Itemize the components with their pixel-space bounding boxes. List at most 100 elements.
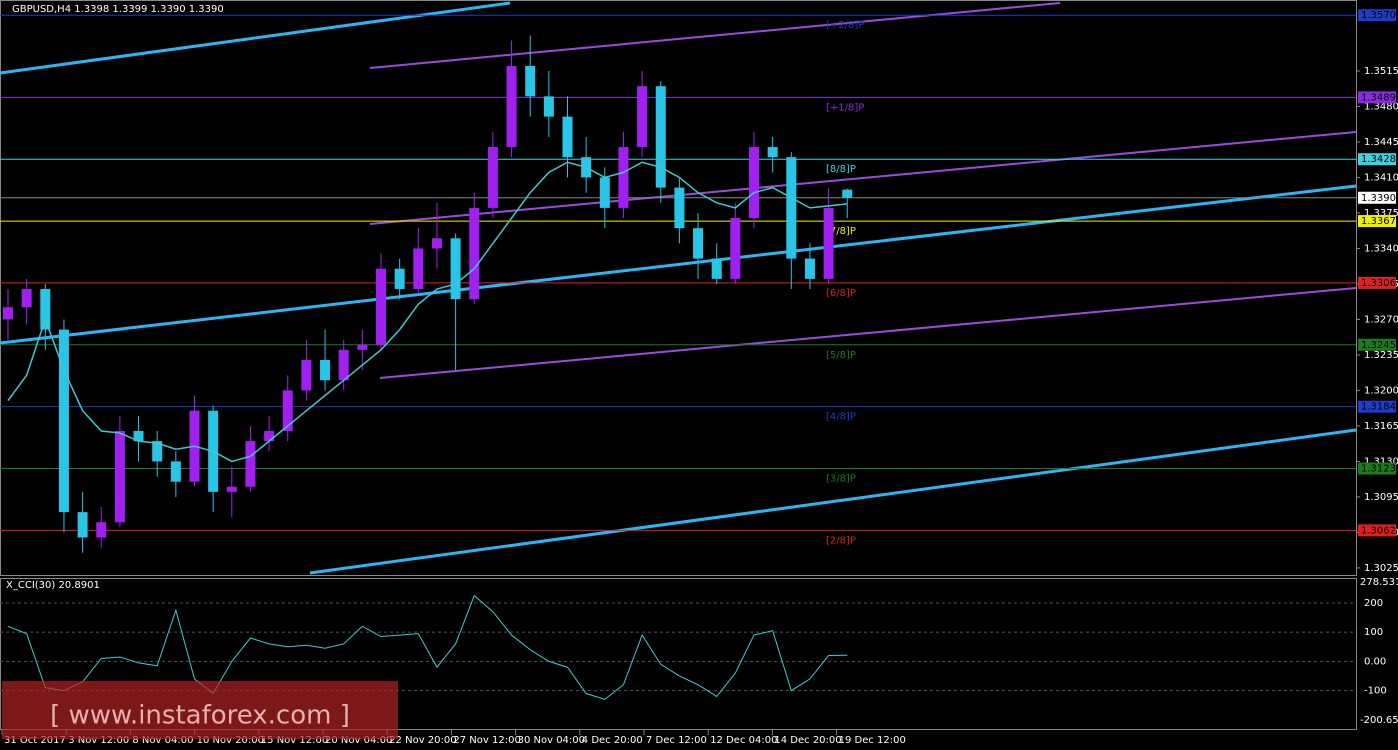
y-tick-label: 0.00: [1364, 656, 1386, 667]
candle-body: [562, 116, 573, 158]
price-box-label: 1.3489: [1361, 92, 1396, 103]
x-tick-label: 7 Dec 12:00: [646, 735, 707, 746]
trend-channel: [0, 1, 1357, 575]
candle-body: [487, 147, 498, 208]
candle-body: [40, 289, 51, 330]
candle-body: [655, 86, 666, 188]
candle-body: [21, 289, 32, 308]
candle-body: [320, 360, 331, 381]
y-tick-label: 100: [1364, 627, 1383, 638]
price-box: [1358, 338, 1396, 351]
y-tick-label: 1.3200: [1364, 385, 1398, 396]
x-tick-label: 22 Nov 20:00: [389, 735, 456, 746]
candle-body: [77, 512, 88, 538]
candle-body: [469, 207, 480, 300]
price-box: [1358, 191, 1396, 204]
candle-body: [804, 258, 815, 279]
x-tick-label: 20 Nov 04:00: [325, 735, 392, 746]
price-box: [1358, 462, 1396, 475]
trend-line: [0, 184, 1357, 345]
level-tag: [+2/8]P: [826, 20, 864, 31]
x-tick-label: 10 Nov 20:00: [197, 735, 264, 746]
candle-body: [749, 147, 759, 219]
y-tick-label: 1.3480: [1364, 101, 1398, 112]
candle-body: [357, 344, 368, 350]
price-box: [1358, 276, 1396, 289]
x-tick-label: 3 Nov 12:00: [68, 735, 129, 746]
trend-line: [369, 2, 1061, 69]
candle-body: [637, 86, 648, 148]
y-tick-label: 1.3445: [1364, 137, 1398, 148]
level-tag: [+1/8]P: [826, 102, 864, 113]
x-tick-label: 19 Dec 12:00: [839, 735, 906, 746]
level-tag: [8/8]P: [826, 164, 856, 175]
current-price-label: 1.3390: [1361, 193, 1396, 204]
candle-body: [599, 177, 610, 208]
symbol-header: GBPUSD,H4 1.3398 1.3399 1.3390 1.3390: [12, 4, 224, 15]
x-tick-label: 12 Dec 04:00: [710, 735, 777, 746]
level-tag: [7/8]P: [826, 226, 856, 237]
candle-body: [226, 486, 237, 492]
candle-body: [376, 268, 386, 345]
y-tick-label: 200: [1364, 598, 1383, 609]
level-tag: [6/8]P: [826, 288, 856, 299]
trend-line: [369, 131, 1357, 225]
price-box-label: 1.3062: [1361, 525, 1396, 536]
trend-line: [309, 428, 1357, 575]
y-tick-label: 1.3375: [1364, 208, 1398, 219]
price-box: [1358, 153, 1396, 166]
y-tick-label: 1.3270: [1364, 314, 1398, 325]
candle-body: [450, 238, 461, 300]
candle-body: [506, 65, 517, 148]
x-tick-label: 8 Nov 04:00: [132, 735, 193, 746]
candle-body: [264, 430, 275, 442]
y-tick-label: 1.3410: [1364, 172, 1398, 183]
candle-body: [301, 360, 312, 391]
price-box-label: 1.3184: [1361, 402, 1396, 413]
y-tick-label: -100: [1364, 686, 1387, 697]
x-tick-label: 27 Nov 12:00: [453, 735, 520, 746]
y-limit-label: -200.652: [1360, 715, 1398, 726]
candle-body: [152, 441, 163, 462]
price-box-label: 1.3123: [1361, 464, 1396, 475]
x-tick-label: 31 Oct 2017: [4, 735, 66, 746]
price-box-label: 1.3428: [1361, 154, 1396, 165]
candle-body: [245, 441, 256, 487]
candle-body: [711, 258, 722, 279]
watermark: [ www.instaforex.com ]: [50, 701, 350, 731]
candle-body: [823, 207, 834, 279]
level-tag: [4/8]P: [826, 412, 856, 423]
y-limit-label: 278.5317: [1360, 577, 1398, 588]
y-tick-label: 1.3235: [1364, 350, 1398, 361]
main-pane: [0, 0, 1357, 576]
x-tick-label: 4 Dec 20:00: [582, 735, 643, 746]
price-box-label: 1.3245: [1361, 340, 1396, 351]
candle-body: [618, 147, 629, 208]
price-box: [1358, 524, 1396, 537]
candle-body: [543, 96, 554, 117]
indicator-pane: [0, 578, 1357, 730]
moving-average: [7, 161, 848, 463]
candle-body: [338, 349, 349, 381]
price-box-label: 1.3570: [1361, 10, 1396, 21]
candle-body: [394, 268, 405, 290]
indicator-title: X_CCI(30) 20.8901: [6, 580, 100, 591]
y-tick-label: 1.3340: [1364, 243, 1398, 254]
cci-line: [7, 594, 848, 700]
candle-body: [58, 329, 69, 513]
candle-body: [842, 189, 853, 198]
candle-body: [3, 307, 13, 320]
x-tick-label: 14 Dec 20:00: [774, 735, 841, 746]
candle-body: [282, 390, 293, 431]
level-tag: [2/8]P: [826, 535, 856, 546]
price-box: [1358, 91, 1396, 104]
candle-body: [114, 430, 125, 523]
candle-body: [786, 157, 797, 259]
price-box-label: 1.3306: [1361, 278, 1396, 289]
y-tick-label: 1.3515: [1364, 66, 1398, 77]
regression-channel: [369, 2, 1357, 379]
price-box: [1358, 215, 1396, 228]
x-tick-label: 15 Nov 12:00: [261, 735, 328, 746]
level-tag: [3/8]P: [826, 474, 856, 485]
